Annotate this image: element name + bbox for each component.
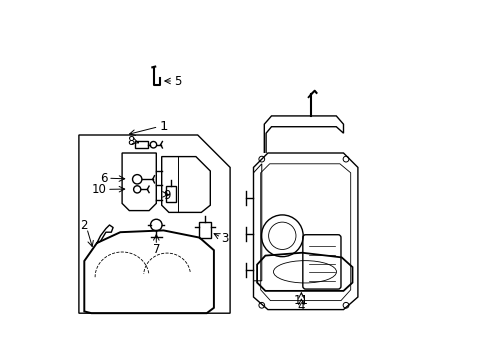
Text: 2: 2 [81, 219, 88, 231]
Text: 3: 3 [221, 232, 228, 245]
Text: 1: 1 [159, 120, 167, 133]
Bar [166, 186, 176, 202]
Text: 10: 10 [91, 183, 106, 196]
Text: 7: 7 [152, 243, 160, 256]
Text: 5: 5 [174, 75, 181, 87]
Bar [199, 222, 210, 238]
Text: 11: 11 [293, 294, 308, 307]
Text: 8: 8 [127, 135, 135, 148]
Text: 6: 6 [100, 172, 107, 185]
Text: 4: 4 [297, 300, 305, 313]
Text: 9: 9 [163, 189, 170, 202]
Bar [135, 141, 148, 148]
